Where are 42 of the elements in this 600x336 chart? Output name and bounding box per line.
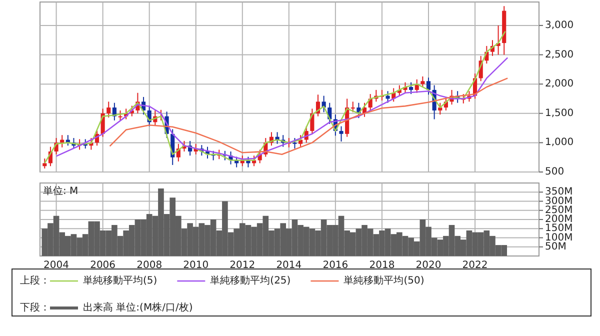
legend-label: 単純移動平均(50) (344, 274, 424, 286)
y-tick-label: 350M (545, 186, 573, 198)
y-tick-label: 2,000 (545, 78, 574, 90)
y-tick-label: 200M (545, 214, 573, 225)
x-tick-label: 2006 (90, 260, 116, 271)
candlestick (438, 102, 442, 116)
legend-label: 単純移動平均(5) (83, 274, 158, 286)
candlestick (42, 158, 47, 169)
candlestick (106, 101, 111, 118)
x-tick-label: 2016 (322, 260, 348, 271)
x-tick-label: 2022 (462, 260, 488, 271)
y-tick-label: 50M (545, 241, 566, 252)
candlestick (118, 110, 122, 121)
y-tick-label: 2,500 (545, 49, 574, 60)
x-tick-label: 2004 (44, 260, 70, 271)
y-tick-label: 1,000 (545, 137, 574, 148)
candlestick (426, 77, 431, 96)
candlestick (420, 76, 425, 88)
x-tick-label: 2014 (276, 260, 302, 271)
y-tick-label: 500 (545, 166, 564, 178)
y-tick-label: 300M (545, 196, 573, 207)
x-tick-label: 2012 (230, 260, 256, 271)
y-tick-label: 100M (545, 232, 573, 244)
legend-label: 出来高 単位:(M株/口/枚) (83, 302, 193, 314)
y-tick-label: 3,000 (545, 20, 574, 31)
candlestick (339, 126, 344, 142)
x-tick-label: 2018 (369, 260, 395, 271)
candlestick (292, 138, 297, 150)
annotation: 単位: M (43, 185, 78, 197)
y-tick-label: 150M (545, 223, 573, 234)
x-tick-label: 2010 (183, 260, 209, 271)
x-tick-label: 2020 (416, 260, 442, 271)
legend-title: 上段： (20, 274, 50, 286)
x-tick-label: 2008 (136, 260, 162, 271)
y-tick-label: 250M (545, 204, 573, 216)
line-series (109, 78, 508, 156)
candlestick (409, 82, 414, 95)
candlestick (350, 101, 355, 113)
line-series (56, 57, 508, 160)
legend-title: 下段： (20, 302, 50, 314)
y-tick-label: 1,500 (545, 108, 574, 119)
legend-label: 単純移動平均(25) (210, 274, 291, 286)
